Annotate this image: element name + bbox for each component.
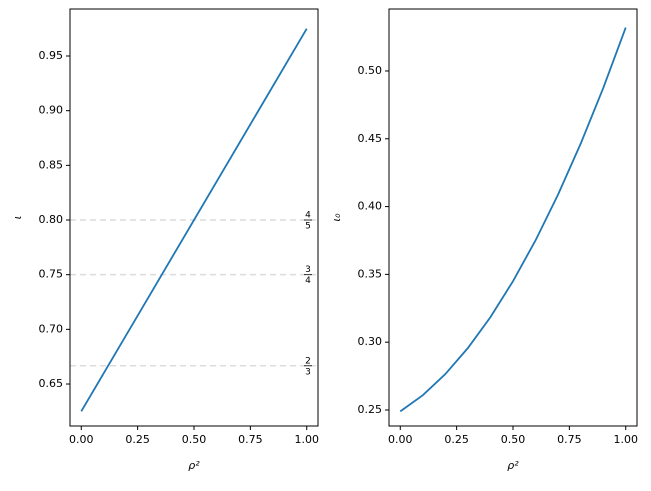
y-tick-label: 0.25 [358,403,383,416]
x-tick-label: 0.00 [388,433,413,446]
y-tick-label: 0.50 [358,64,383,77]
y-tick-label: 0.85 [39,158,64,171]
x-tick-label: 0.25 [125,433,150,446]
y-tick-label: 0.30 [358,335,383,348]
y-tick-label: 0.45 [358,132,383,145]
x-tick-label: 0.25 [444,433,469,446]
y-axis-label: ι [11,216,24,220]
data-line [399,27,627,413]
fraction-denominator: 3 [305,367,311,377]
y-tick-label: 0.75 [39,268,64,281]
x-tick-label: 0.75 [557,433,582,446]
fraction-numerator: 4 [305,211,311,221]
y-tick-label: 0.35 [358,267,383,280]
x-axis-label: ρ² [507,459,519,472]
y-tick-label: 0.80 [39,213,64,226]
y-axis-label: ι₀ [330,213,343,222]
y-tick-label: 0.95 [39,49,64,62]
fraction-numerator: 2 [305,356,311,366]
x-tick-label: 0.00 [69,433,94,446]
y-tick-label: 0.90 [39,104,64,117]
x-tick-label: 1.00 [613,433,638,446]
y-tick-label: 0.40 [358,200,383,213]
x-tick-label: 0.50 [501,433,526,446]
fraction-denominator: 4 [305,276,311,286]
x-axis-label: ρ² [188,459,200,472]
fraction-denominator: 5 [305,222,311,232]
x-tick-label: 1.00 [294,433,319,446]
y-tick-label: 0.65 [39,377,64,390]
y-tick-label: 0.70 [39,322,64,335]
fraction-numerator: 3 [305,265,311,275]
x-tick-label: 0.50 [182,433,207,446]
data-line [80,28,308,412]
plot-frame [388,8,638,427]
x-tick-label: 0.75 [238,433,263,446]
